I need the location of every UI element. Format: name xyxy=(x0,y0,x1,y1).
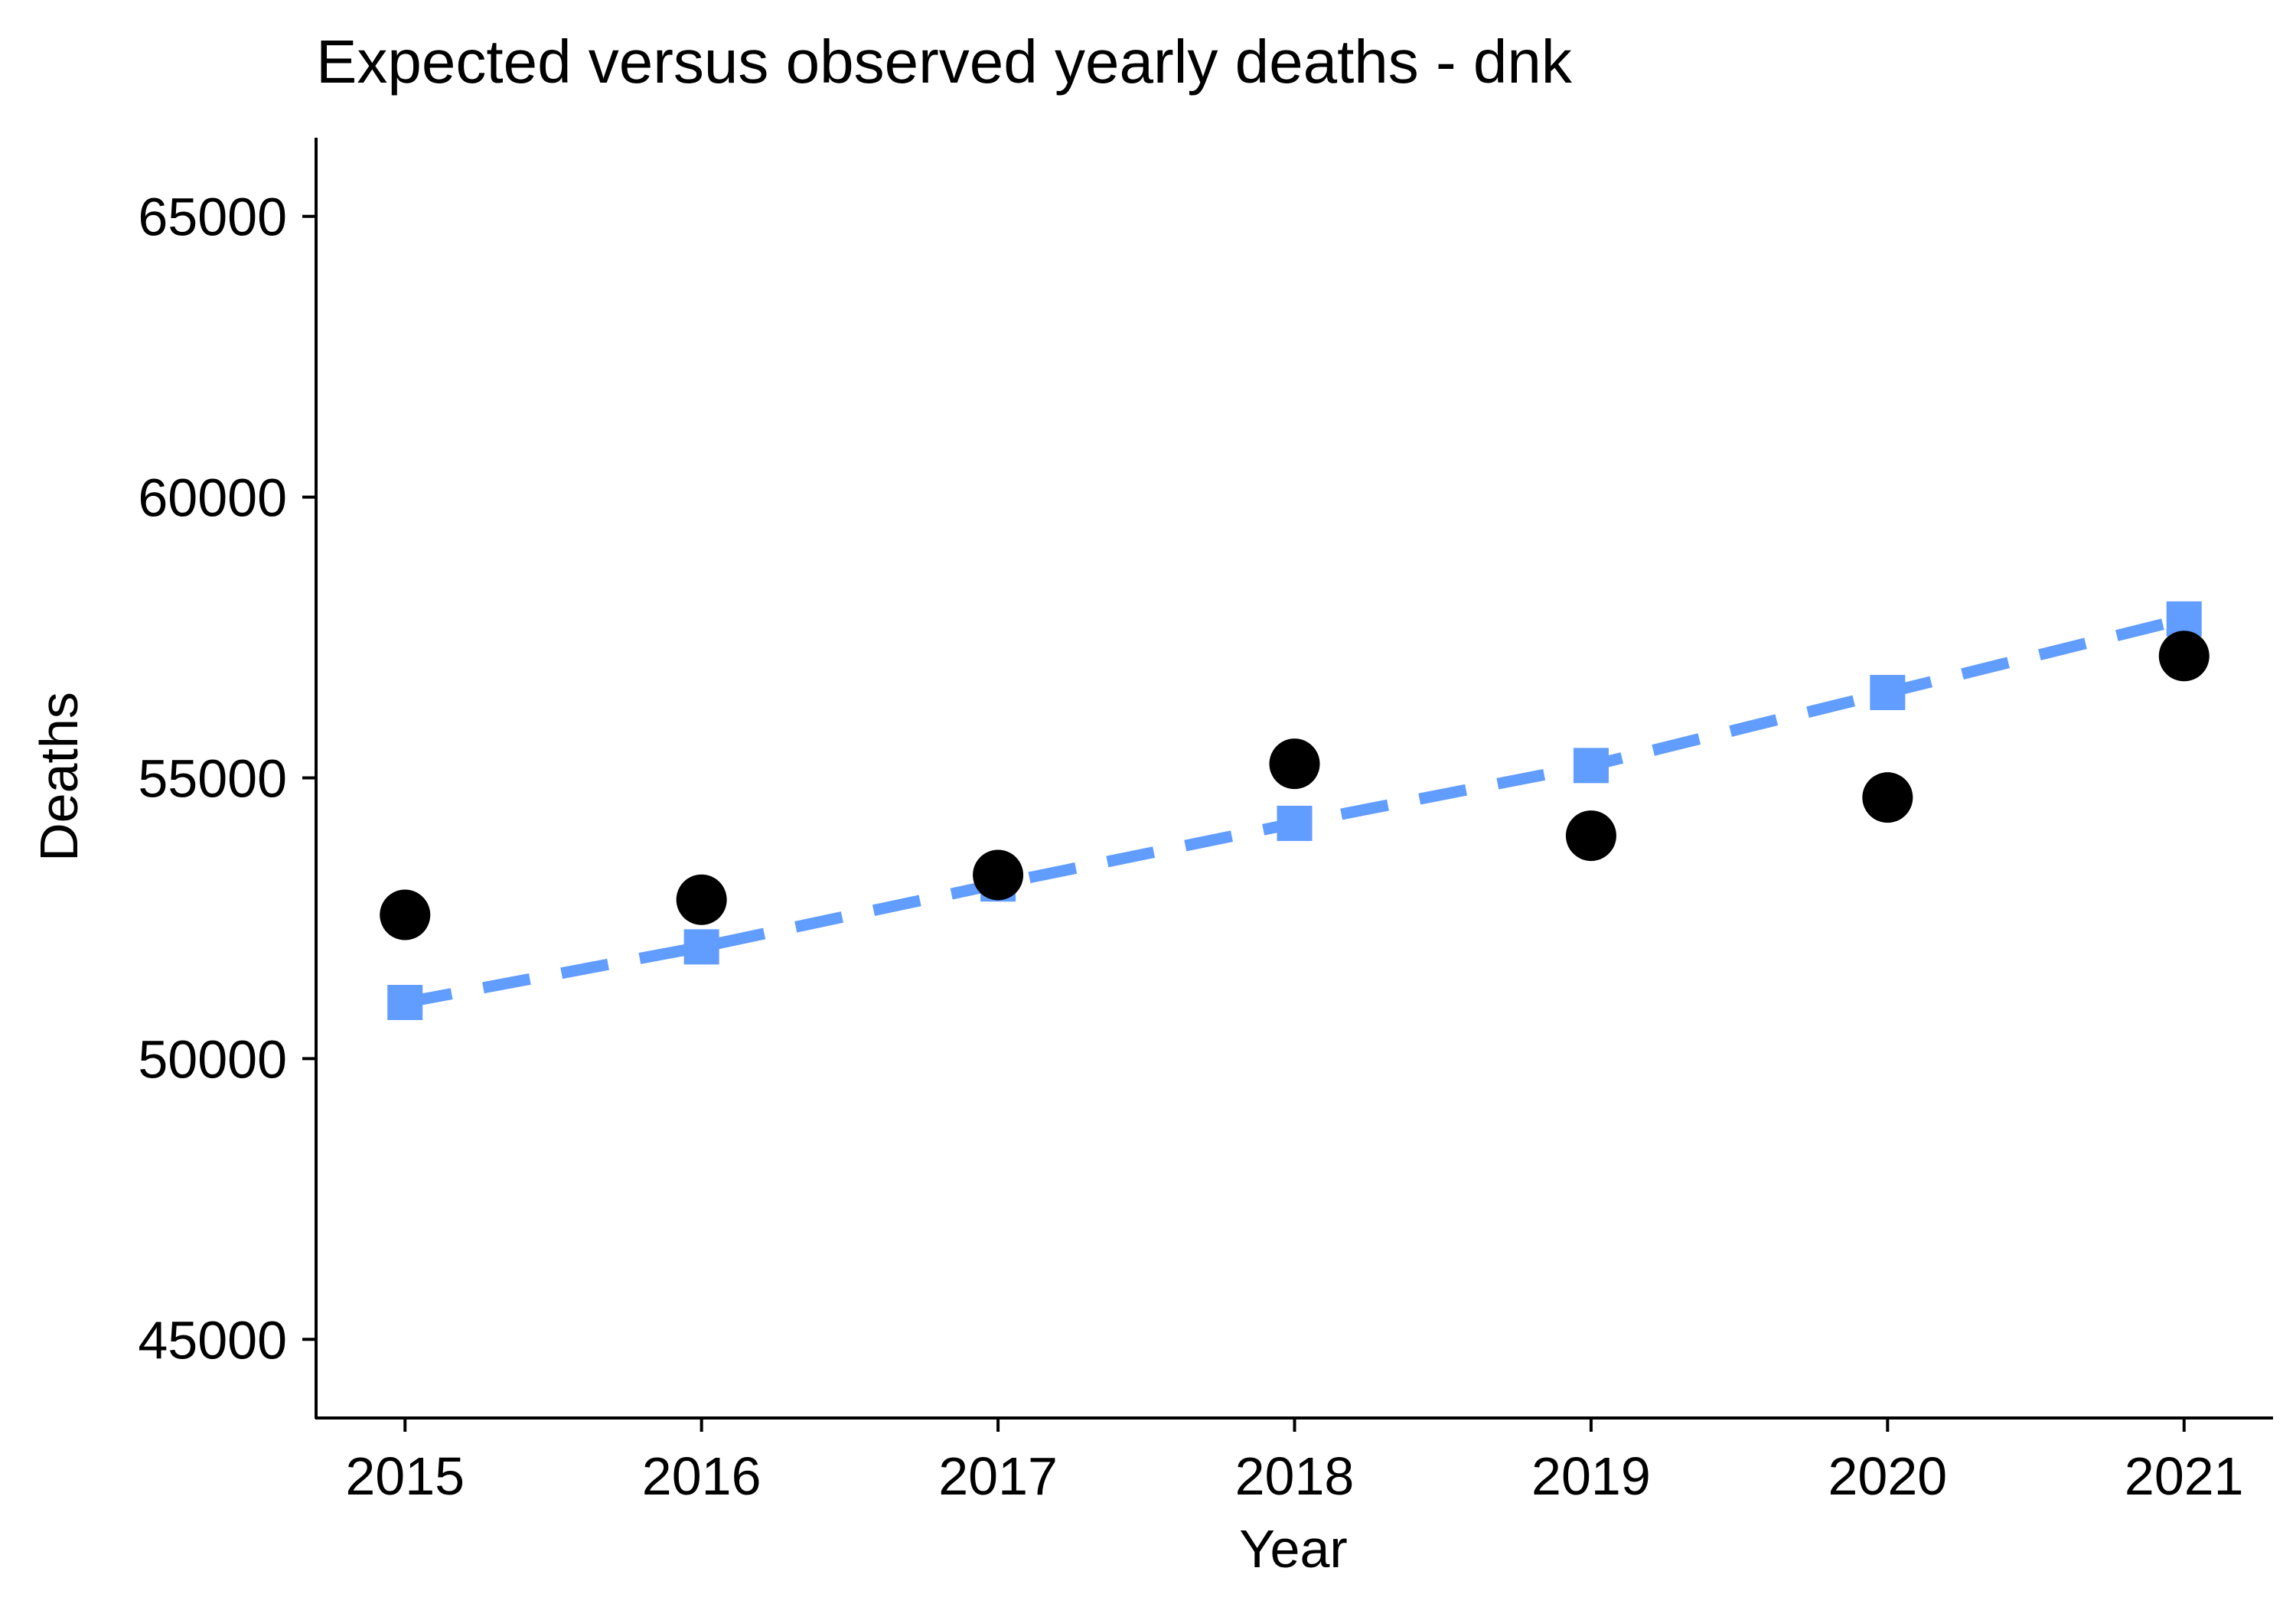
observed-point xyxy=(1862,772,1913,823)
y-tick-label: 45000 xyxy=(138,1310,287,1370)
observed-point xyxy=(2158,631,2210,682)
series-expected xyxy=(387,601,2202,1021)
x-tick-label: 2018 xyxy=(1235,1446,1355,1506)
expected-point xyxy=(1870,674,1906,710)
expected-point xyxy=(1573,748,1609,784)
x-tick-label: 2021 xyxy=(2125,1446,2244,1506)
observed-point xyxy=(676,874,727,925)
observed-point xyxy=(973,849,1024,901)
y-tick-label: 60000 xyxy=(138,468,287,528)
y-axis-title: Deaths xyxy=(29,692,89,862)
observed-point xyxy=(380,889,431,940)
expected-point xyxy=(2166,601,2202,637)
x-axis: 2015 2016 2017 2018 2019 2020 2021 xyxy=(315,1416,2273,1506)
x-tick-label: 2019 xyxy=(1531,1446,1651,1506)
observed-point xyxy=(1565,810,1616,862)
x-tick-label: 2016 xyxy=(642,1446,762,1506)
series-observed xyxy=(380,631,2210,940)
observed-point xyxy=(1269,738,1320,790)
expected-point xyxy=(387,985,423,1021)
x-tick-label: 2020 xyxy=(1828,1446,1947,1506)
y-tick-label: 50000 xyxy=(138,1029,287,1089)
y-axis: 45000 50000 55000 60000 65000 xyxy=(138,138,318,1419)
x-axis-title: Year xyxy=(1239,1519,1347,1579)
y-tick-label: 65000 xyxy=(138,187,287,247)
y-tick-label: 55000 xyxy=(138,749,287,809)
x-tick-label: 2017 xyxy=(938,1446,1058,1506)
x-tick-label: 2015 xyxy=(345,1446,465,1506)
expected-point xyxy=(683,929,719,965)
expected-point xyxy=(1277,805,1313,841)
chart-title: Expected versus observed yearly deaths -… xyxy=(316,28,1573,96)
